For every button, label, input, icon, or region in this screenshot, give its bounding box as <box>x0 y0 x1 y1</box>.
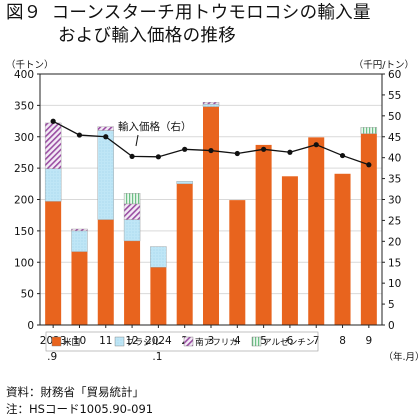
legend-swatch-argentina <box>251 336 262 347</box>
bar-south_africa <box>71 228 88 232</box>
chart-footer: 資料：財務省「貿易統計」 注：HSコード1005.90-091 <box>6 384 153 418</box>
right-tick-label: 60 <box>388 69 401 81</box>
bar-us <box>176 183 193 325</box>
price-annotation-leader <box>135 134 139 147</box>
price-point <box>261 146 267 152</box>
right-tick-label: 30 <box>388 195 401 207</box>
bar-us <box>281 176 298 325</box>
right-tick-label: 45 <box>388 132 401 144</box>
bar-us <box>71 251 88 325</box>
right-tick-label: 0 <box>388 320 395 332</box>
bar-us <box>150 267 167 325</box>
price-point <box>129 153 135 160</box>
bar-us <box>124 240 141 325</box>
title-line-2: および輸入価格の推移 <box>58 26 236 46</box>
right-tick-label: 50 <box>388 111 401 123</box>
right-tick-label: 15 <box>388 257 401 269</box>
bar-brazil <box>71 230 88 252</box>
right-tick-label: 20 <box>388 236 401 248</box>
left-tick-label: 50 <box>21 289 34 301</box>
x-tick-label: 5 <box>260 335 267 347</box>
x-tick-label: 3 <box>208 335 215 347</box>
bar-us <box>203 106 219 325</box>
right-axis-unit: （千円/トン） <box>354 59 414 71</box>
x-tick-label: .1 <box>152 351 162 363</box>
bar-us <box>255 144 272 325</box>
price-point <box>366 162 372 168</box>
right-tick-label: 5 <box>388 299 395 311</box>
title-line-1: コーンスターチ用トウモロコシの輸入量 <box>51 3 371 23</box>
x-tick-label: 4 <box>234 335 241 347</box>
left-tick-label: 350 <box>14 100 34 112</box>
source-note: 資料：財務省「貿易統計」 <box>6 385 144 399</box>
bar-us <box>97 219 114 325</box>
legend-label-argentina: アルゼンチン <box>263 336 314 348</box>
right-tick-label: 40 <box>388 153 401 165</box>
bar-brazil <box>176 181 193 185</box>
x-tick-label: 11 <box>99 335 112 347</box>
bar-brazil <box>202 103 220 107</box>
right-tick-label: 10 <box>388 278 401 290</box>
legend-swatch-us <box>51 336 62 347</box>
bar-us <box>229 200 246 325</box>
bar-south_africa <box>202 102 220 105</box>
price-point <box>208 147 214 154</box>
right-tick-label: 55 <box>388 90 401 102</box>
legend-swatch-south_africa <box>183 336 194 347</box>
x-tick-label: 7 <box>313 335 320 347</box>
left-tick-label: 0 <box>27 320 34 332</box>
bar-brazil <box>44 168 62 202</box>
price-annotation: 輸入価格（右） <box>118 120 192 133</box>
x-tick-label: 6 <box>287 335 294 347</box>
price-point <box>234 150 240 157</box>
bar-argentina <box>360 127 378 134</box>
bar-us <box>45 201 62 325</box>
legend-box <box>45 331 319 352</box>
left-tick-label: 250 <box>14 163 34 175</box>
legend-label-us: 米国 <box>63 336 80 348</box>
price-point <box>103 134 109 140</box>
price-point <box>313 142 319 148</box>
x-tick-label: 8 <box>339 335 346 347</box>
left-tick-label: 150 <box>14 226 34 238</box>
x-tick-label: 9 <box>366 335 373 347</box>
chart-title: 図９ コーンスターチ用トウモロコシの輸入量 および輸入価格の推移 <box>6 2 416 48</box>
left-tick-label: 400 <box>14 69 34 81</box>
right-tick-label: 35 <box>388 174 401 186</box>
price-point <box>339 152 346 159</box>
left-tick-label: 200 <box>14 195 34 207</box>
x-tick-label: 12 <box>125 335 138 347</box>
bar-south_africa <box>123 203 141 220</box>
bar-us <box>308 137 325 325</box>
x-tick-label: .9 <box>47 351 57 363</box>
price-point <box>50 118 56 124</box>
figure-label: 図９ <box>6 3 42 23</box>
bar-brazil <box>123 219 141 242</box>
x-axis-unit: （年.月） <box>383 351 420 363</box>
bar-us <box>360 133 377 325</box>
price-point <box>155 154 161 160</box>
legend-label-brazil: ブラジル <box>126 336 161 348</box>
bar-south_africa <box>97 126 114 131</box>
bar-brazil <box>150 246 167 268</box>
bar-brazil <box>97 130 114 220</box>
bar-argentina <box>123 193 141 205</box>
legend-label-south_africa: 南アフリカ <box>195 336 238 348</box>
price-point <box>76 132 83 138</box>
x-tick-label: 2024 <box>145 335 172 347</box>
price-point <box>182 146 188 152</box>
x-tick-label: 10 <box>73 335 86 347</box>
right-tick-label: 25 <box>388 215 401 227</box>
bar-us <box>334 173 351 325</box>
left-axis-unit: （千トン） <box>6 59 54 71</box>
code-note: 注：HSコード1005.90-091 <box>6 402 154 416</box>
left-tick-label: 100 <box>14 257 34 269</box>
bar-south_africa <box>44 122 62 169</box>
legend-swatch-brazil <box>114 336 125 347</box>
price-point <box>287 149 293 155</box>
left-tick-label: 300 <box>14 132 34 144</box>
